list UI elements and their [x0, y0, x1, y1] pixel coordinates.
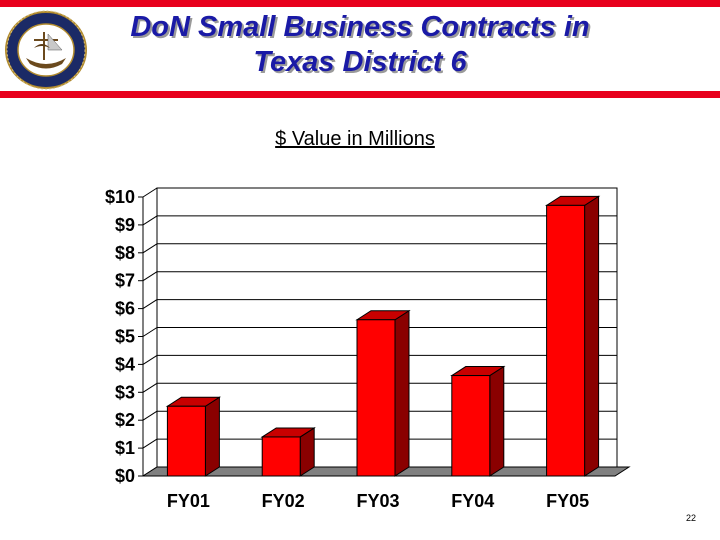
- bar-side: [204, 396, 220, 477]
- x-tick-label: FY03: [356, 491, 399, 511]
- y-tick-label: $10: [105, 187, 135, 207]
- gridline-depth: [142, 271, 158, 282]
- slide-title: DoN Small Business Contracts in Texas Di…: [95, 10, 625, 80]
- gridline-depth: [142, 243, 158, 254]
- header-top-bar: [0, 0, 720, 7]
- bar-front: [356, 319, 396, 477]
- page-number: 22: [686, 513, 697, 523]
- x-tick-label: FY02: [262, 491, 305, 511]
- y-axis-layer: $0 $1 $2 $3 $4 $5 $6 $7 $8 $9 $10: [105, 187, 143, 486]
- y-tick-label: $9: [115, 215, 135, 235]
- gridline-depth: [142, 215, 158, 226]
- header-bottom-bar: [0, 91, 720, 98]
- slide-title-line2: Texas District 6: [253, 46, 467, 78]
- department-of-the-navy-seal-icon: [5, 10, 87, 90]
- y-tick-label: $1: [115, 438, 135, 458]
- bar: [544, 195, 601, 477]
- bar: [165, 396, 222, 477]
- bar-side: [584, 195, 600, 477]
- y-tick-label: $7: [115, 271, 135, 291]
- bar-side: [394, 309, 410, 477]
- bars-layer: [165, 195, 601, 477]
- x-tick-label: FY01: [167, 491, 210, 511]
- gridline-depth: [142, 410, 158, 421]
- y-tick-label: $8: [115, 243, 135, 263]
- slide-title-line1: DoN Small Business Contracts in: [130, 11, 590, 43]
- gridline-depth: [142, 354, 158, 365]
- bar-front: [261, 436, 301, 477]
- y-tick-label: $6: [115, 299, 135, 319]
- bar-front: [451, 375, 491, 477]
- bar-chart: $0 $1 $2 $3 $4 $5 $6 $7 $8 $9 $10 FY01 FY02 FY03 FY04…: [105, 187, 631, 511]
- gridline-depth: [142, 299, 158, 310]
- bar: [260, 427, 316, 477]
- y-tick-label: $4: [115, 354, 135, 374]
- y-tick-label: $5: [115, 327, 135, 347]
- x-tick-label: FY05: [546, 491, 589, 511]
- bar-front: [166, 405, 206, 477]
- bar-front: [546, 204, 586, 477]
- bar-side: [489, 365, 505, 477]
- x-axis-layer: FY01 FY02 FY03 FY04 FY05: [167, 491, 589, 511]
- gridline-depth: [142, 382, 158, 393]
- gridline-depth: [142, 187, 158, 198]
- bar: [355, 309, 411, 477]
- y-tick-label: $0: [115, 466, 135, 486]
- gridline-depth: [142, 438, 158, 449]
- bar: [450, 365, 506, 477]
- y-tick-label: $2: [115, 410, 135, 430]
- x-tick-label: FY04: [451, 491, 494, 511]
- y-tick-label: $3: [115, 382, 135, 402]
- gridline-depth: [142, 327, 158, 337]
- chart-subtitle: $ Value in Millions: [275, 128, 435, 150]
